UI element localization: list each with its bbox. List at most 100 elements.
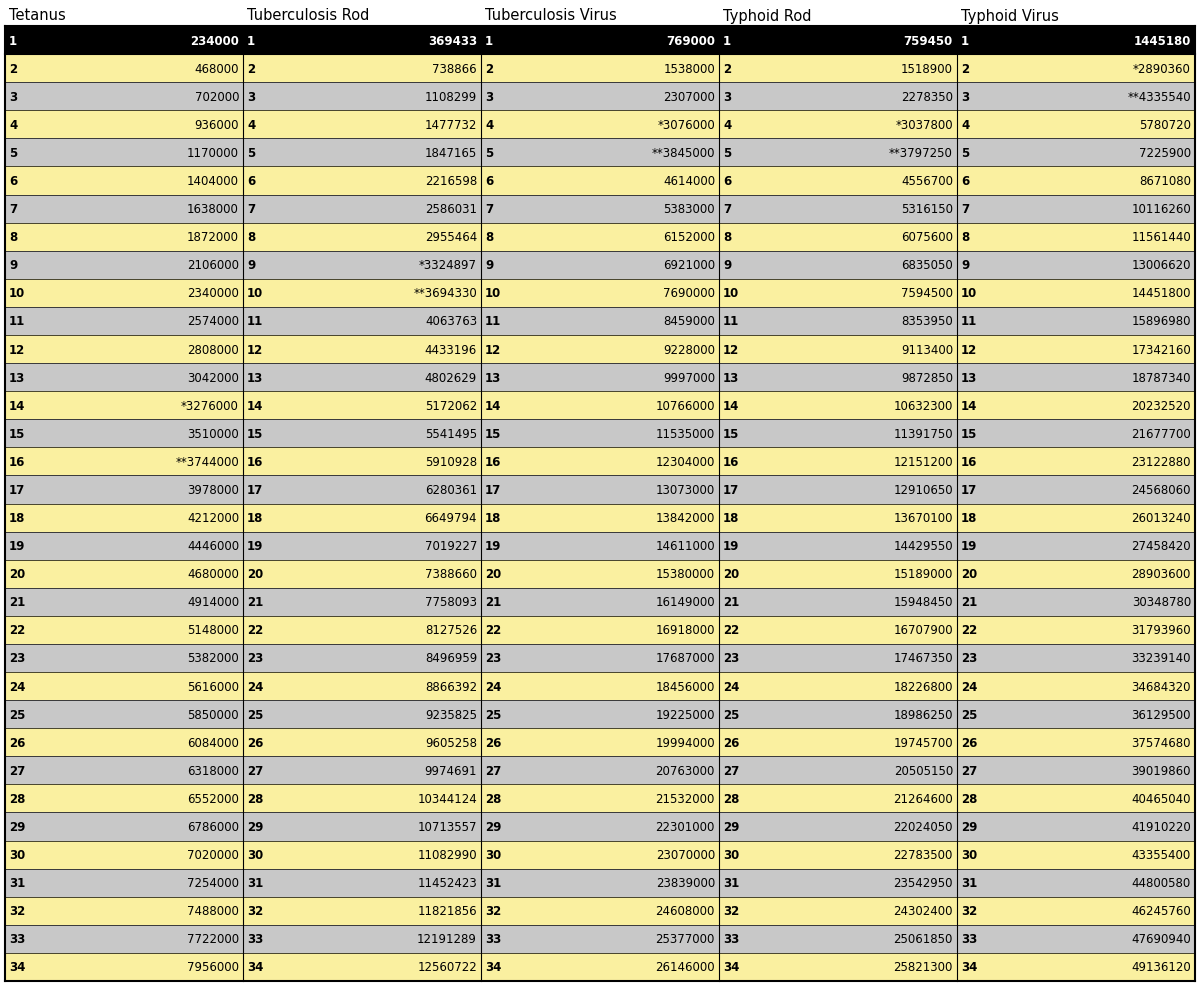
Bar	[719, 560, 958, 589]
Text: 7225900: 7225900	[1139, 147, 1190, 160]
Text: 22024050: 22024050	[894, 820, 953, 833]
Text: 8496959: 8496959	[425, 652, 478, 665]
Text: 23: 23	[961, 652, 977, 665]
Text: 24: 24	[485, 680, 502, 693]
Bar	[481, 364, 719, 391]
Text: 702000: 702000	[194, 91, 239, 104]
Text: 5383000: 5383000	[664, 203, 715, 216]
Bar	[481, 55, 719, 83]
Text: 4446000: 4446000	[187, 539, 239, 552]
Text: 2106000: 2106000	[187, 259, 239, 272]
Text: 1477732: 1477732	[425, 118, 478, 132]
Text: 21264600: 21264600	[893, 792, 953, 806]
Text: 9113400: 9113400	[901, 343, 953, 356]
Bar	[719, 756, 958, 785]
Text: 11: 11	[722, 316, 739, 328]
Text: 29: 29	[485, 820, 502, 833]
Bar	[242, 251, 481, 279]
Bar	[481, 532, 719, 560]
Text: 27: 27	[485, 764, 502, 777]
Text: 7020000: 7020000	[187, 848, 239, 861]
Bar	[719, 308, 958, 335]
Bar	[481, 560, 719, 589]
Text: 6786000: 6786000	[187, 820, 239, 833]
Text: 9: 9	[247, 259, 256, 272]
Bar	[242, 83, 481, 111]
Bar	[5, 897, 242, 925]
Text: 2: 2	[722, 62, 731, 76]
Text: 1445180: 1445180	[1134, 35, 1190, 47]
Text: Typhoid Rod: Typhoid Rod	[722, 9, 811, 24]
Text: 1: 1	[961, 35, 970, 47]
Text: 8: 8	[10, 231, 17, 244]
Bar	[719, 139, 958, 168]
Text: 30: 30	[247, 848, 263, 861]
Text: 2340000: 2340000	[187, 287, 239, 300]
Text: 43355400: 43355400	[1132, 848, 1190, 861]
Text: www.W.W: www.W.W	[300, 494, 424, 514]
Bar	[958, 729, 1195, 756]
Text: 2: 2	[10, 62, 17, 76]
Bar	[242, 700, 481, 729]
Bar	[719, 589, 958, 616]
Text: 23: 23	[247, 652, 263, 665]
Text: 28: 28	[961, 792, 977, 806]
Bar	[242, 335, 481, 364]
Text: **3797250: **3797250	[889, 147, 953, 160]
Text: 5382000: 5382000	[187, 652, 239, 665]
Text: 28: 28	[722, 792, 739, 806]
Text: 34: 34	[722, 960, 739, 973]
Text: 4: 4	[961, 118, 970, 132]
Text: 16: 16	[247, 456, 263, 468]
Bar	[481, 644, 719, 672]
Bar	[958, 476, 1195, 504]
Bar	[958, 335, 1195, 364]
Text: 9: 9	[485, 259, 493, 272]
Text: 18: 18	[247, 512, 263, 525]
Text: 18: 18	[722, 512, 739, 525]
Text: www.W.W: www.W.W	[300, 780, 424, 801]
Text: 2574000: 2574000	[187, 316, 239, 328]
Bar	[242, 756, 481, 785]
Text: 33: 33	[10, 933, 25, 946]
Text: 28: 28	[247, 792, 263, 806]
Text: 20: 20	[10, 568, 25, 581]
Bar	[242, 616, 481, 644]
Text: 34: 34	[247, 960, 263, 973]
Text: 44800580: 44800580	[1132, 877, 1190, 889]
Text: 7: 7	[485, 203, 493, 216]
Bar	[719, 251, 958, 279]
Bar	[5, 168, 242, 195]
Text: 18226800: 18226800	[894, 680, 953, 693]
Text: 17687000: 17687000	[655, 652, 715, 665]
Text: 6552000: 6552000	[187, 792, 239, 806]
Bar	[719, 841, 958, 869]
Bar	[958, 812, 1195, 841]
Text: 34684320: 34684320	[1132, 680, 1190, 693]
Bar	[242, 925, 481, 952]
Text: 26: 26	[247, 736, 263, 749]
Text: 9: 9	[961, 259, 970, 272]
Bar	[481, 83, 719, 111]
Text: 29: 29	[722, 820, 739, 833]
Bar	[5, 504, 242, 532]
Text: 1638000: 1638000	[187, 203, 239, 216]
Bar	[5, 364, 242, 391]
Bar	[5, 560, 242, 589]
Bar	[5, 335, 242, 364]
Text: 5850000: 5850000	[187, 708, 239, 721]
Bar	[481, 420, 719, 448]
Text: 6084000: 6084000	[187, 736, 239, 749]
Bar	[719, 729, 958, 756]
Bar	[719, 925, 958, 952]
Text: **3845000: **3845000	[652, 147, 715, 160]
Bar	[5, 224, 242, 251]
Text: 7956000: 7956000	[187, 960, 239, 973]
Text: 13: 13	[485, 371, 502, 385]
Bar	[958, 644, 1195, 672]
Text: 6: 6	[961, 175, 970, 187]
Text: 39019860: 39019860	[1132, 764, 1190, 777]
Text: 13: 13	[722, 371, 739, 385]
Text: 6152000: 6152000	[662, 231, 715, 244]
Text: 16: 16	[10, 456, 25, 468]
